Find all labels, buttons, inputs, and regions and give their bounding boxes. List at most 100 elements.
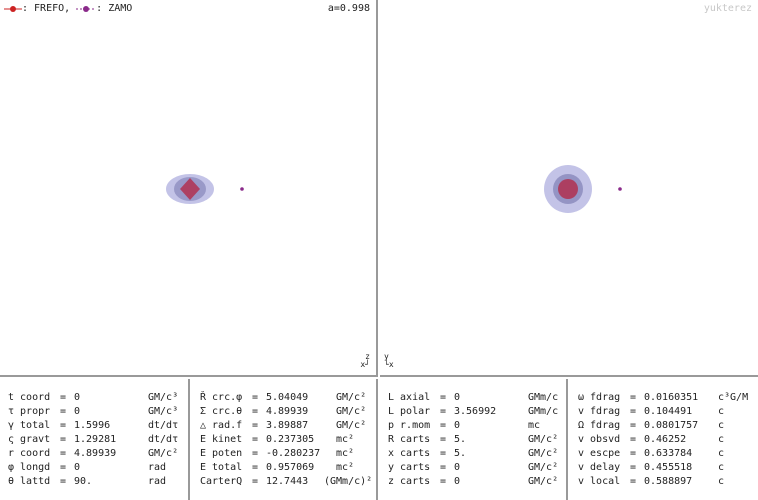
- axis-indicator-side: z x┘: [360, 352, 370, 369]
- equals-sign: =: [252, 448, 259, 459]
- data-row: γ total = 1.5996 dt/dτ: [0, 419, 188, 433]
- data-row: CarterQ = 12.7443 (GMm/c)²: [192, 475, 376, 489]
- data-unit: GM/c²: [336, 406, 367, 417]
- data-value: 0.104491: [644, 406, 693, 417]
- data-row: x carts = 5. GM/c²: [380, 447, 566, 461]
- equals-sign: =: [630, 448, 637, 459]
- data-label: γ total: [8, 420, 51, 431]
- data-unit: dt/dτ: [148, 420, 179, 431]
- data-row: φ longd = 0 rad: [0, 461, 188, 475]
- data-value: 0.0160351: [644, 392, 699, 403]
- data-value: 0: [74, 392, 81, 403]
- data-label: x carts: [388, 448, 431, 459]
- equals-sign: =: [630, 462, 637, 473]
- data-row: Ř crc.φ = 5.04049 GM/c²: [192, 391, 376, 405]
- data-value: 5.: [454, 434, 467, 445]
- equals-sign: =: [60, 448, 67, 459]
- data-value: 1.29281: [74, 434, 117, 445]
- viewport-side-view[interactable]: : FREFO, : ZAMO a=0.998 z x┘: [0, 0, 378, 377]
- equals-sign: =: [60, 392, 67, 403]
- data-label: φ longd: [8, 462, 51, 473]
- viewport-top-view[interactable]: yukterez y └x: [380, 0, 758, 377]
- data-label: r coord: [8, 448, 51, 459]
- spin-parameter: a=0.998: [327, 3, 370, 14]
- data-row: v delay = 0.455518 c: [570, 461, 758, 475]
- data-label: z carts: [388, 476, 431, 487]
- data-label: v local: [578, 476, 621, 487]
- data-value: 4.89939: [74, 448, 117, 459]
- data-row: E kinet = 0.237305 mc²: [192, 433, 376, 447]
- legend-frefo-label: : FREFO,: [22, 3, 71, 14]
- data-label: Ω fdrag: [578, 420, 621, 431]
- equals-sign: =: [440, 406, 447, 417]
- data-unit: rad: [148, 462, 167, 473]
- equals-sign: =: [440, 420, 447, 431]
- data-unit: GM/c²: [528, 476, 559, 487]
- data-value: 90.: [74, 476, 93, 487]
- data-unit: c³G/M: [718, 392, 749, 403]
- equals-sign: =: [252, 462, 259, 473]
- data-unit: c: [718, 420, 725, 431]
- data-row: t coord = 0 GM/c³: [0, 391, 188, 405]
- equals-sign: =: [60, 434, 67, 445]
- data-unit: mc: [528, 420, 541, 431]
- equals-sign: =: [60, 462, 67, 473]
- particle-marker-side: [240, 187, 244, 191]
- data-unit: (GMm/c)²: [324, 476, 373, 487]
- data-label: Σ crc.θ: [200, 406, 243, 417]
- data-value: 0.588897: [644, 476, 693, 487]
- data-unit: c: [718, 462, 725, 473]
- data-label: p r.mom: [388, 420, 431, 431]
- equals-sign: =: [440, 392, 447, 403]
- data-value: 5.: [454, 448, 467, 459]
- data-label: L polar: [388, 406, 431, 417]
- black-hole-core-top: [558, 179, 578, 199]
- data-label: ς gravt: [8, 434, 51, 445]
- data-unit: GM/c²: [336, 420, 367, 431]
- equals-sign: =: [630, 406, 637, 417]
- equals-sign: =: [630, 476, 637, 487]
- data-label: ω fdrag: [578, 392, 621, 403]
- data-unit: GM/c²: [528, 462, 559, 473]
- data-label: θ lattd: [8, 476, 51, 487]
- data-unit: mc²: [336, 434, 355, 445]
- data-row: E poten = -0.280237 mc²: [192, 447, 376, 461]
- data-unit: dt/dτ: [148, 434, 179, 445]
- legend-zamo-label: : ZAMO: [96, 3, 133, 14]
- data-row: Ω fdrag = 0.0801757 c: [570, 419, 758, 433]
- data-label: τ propr: [8, 406, 51, 417]
- equals-sign: =: [440, 434, 447, 445]
- data-unit: GM/c²: [336, 392, 367, 403]
- data-unit: mc²: [336, 448, 355, 459]
- data-label: L axial: [388, 392, 431, 403]
- particle-marker-top: [618, 187, 622, 191]
- data-label: E total: [200, 462, 243, 473]
- data-label: y carts: [388, 462, 431, 473]
- data-unit: c: [718, 448, 725, 459]
- equals-sign: =: [630, 392, 637, 403]
- data-label: v obsvd: [578, 434, 621, 445]
- equals-sign: =: [60, 406, 67, 417]
- data-value: 0.455518: [644, 462, 693, 473]
- data-label: v fdrag: [578, 406, 621, 417]
- equals-sign: =: [60, 420, 67, 431]
- ergosphere-top: [544, 165, 592, 213]
- data-value: 3.56992: [454, 406, 497, 417]
- equals-sign: =: [440, 476, 447, 487]
- data-label: △ rad.f: [200, 420, 243, 431]
- data-value: 0: [454, 476, 461, 487]
- data-label: E kinet: [200, 434, 243, 445]
- data-label: R carts: [388, 434, 431, 445]
- data-unit: GM/c²: [148, 448, 179, 459]
- data-value: 0.0801757: [644, 420, 699, 431]
- data-row: p r.mom = 0 mc: [380, 419, 566, 433]
- data-row: R carts = 5. GM/c²: [380, 433, 566, 447]
- data-row: v local = 0.588897 c: [570, 475, 758, 489]
- data-value: 0.237305: [266, 434, 315, 445]
- data-value: 3.89887: [266, 420, 309, 431]
- panel-coordinates: t coord = 0 GM/c³ τ propr = 0 GM/c³ γ total = 1.…: [0, 379, 190, 500]
- data-row: τ propr = 0 GM/c³: [0, 405, 188, 419]
- data-unit: c: [718, 406, 725, 417]
- equals-sign: =: [630, 420, 637, 431]
- panel-momentum-cartesian: L axial = 0 GMm/c L polar = 3.56992 GMm/c p r.…: [380, 379, 568, 500]
